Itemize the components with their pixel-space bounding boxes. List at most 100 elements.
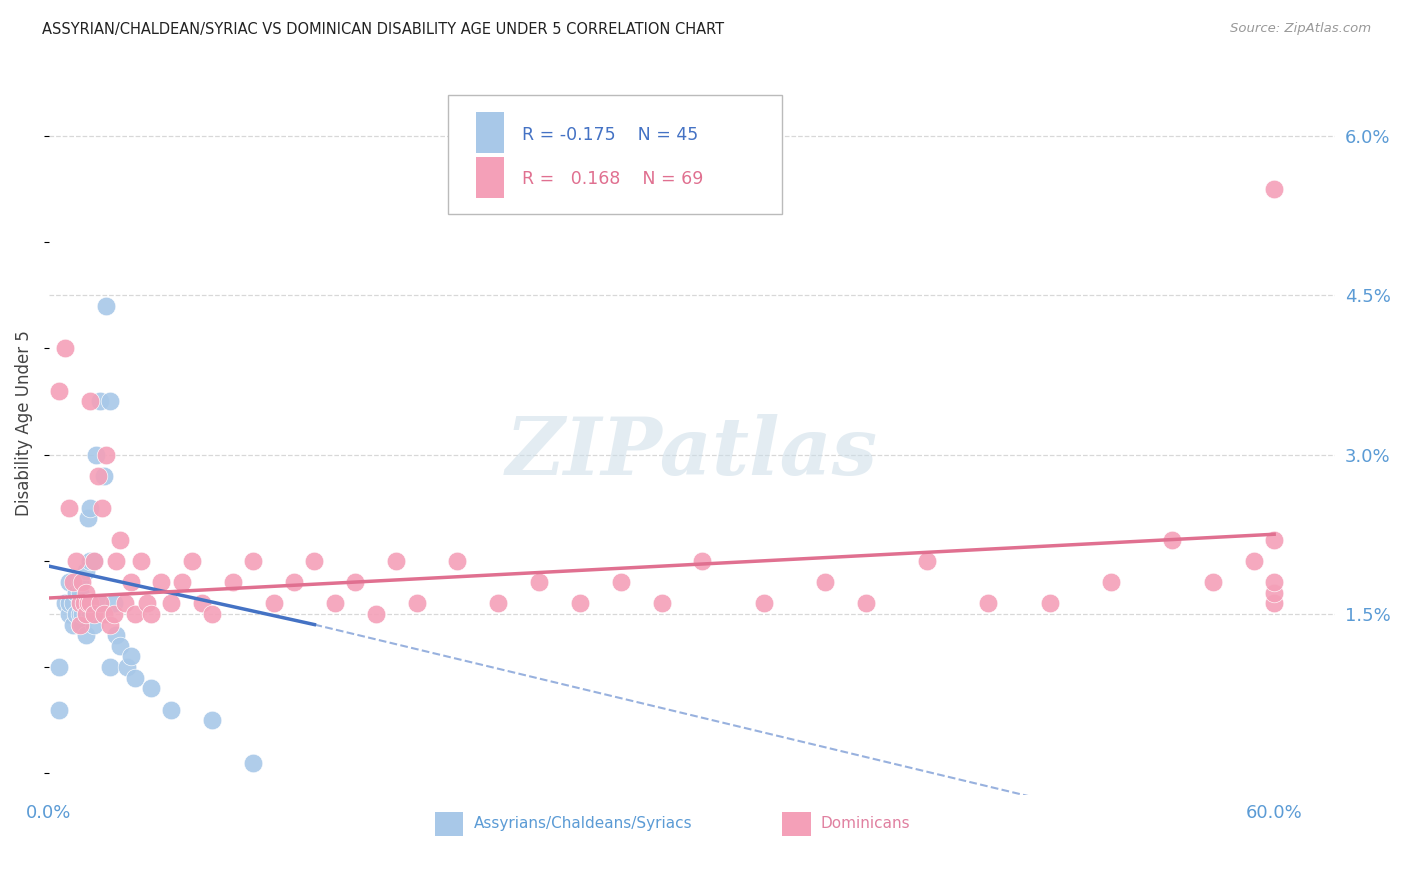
- Point: [855, 596, 877, 610]
- Point: [62, 617, 84, 632]
- Point: [446, 554, 468, 568]
- Point: [83, 554, 105, 568]
- Point: [65, 554, 87, 568]
- Point: [75, 585, 97, 599]
- Point: [160, 596, 183, 610]
- Point: [139, 681, 162, 696]
- FancyBboxPatch shape: [447, 95, 782, 214]
- Point: [180, 554, 202, 568]
- Point: [242, 554, 264, 568]
- Point: [65, 585, 87, 599]
- Point: [263, 596, 285, 610]
- Point: [323, 596, 346, 610]
- Point: [58, 575, 80, 590]
- Point: [48, 384, 70, 398]
- Text: ZIPatlas: ZIPatlas: [506, 414, 879, 491]
- Point: [70, 575, 93, 590]
- Point: [1038, 596, 1060, 610]
- Point: [1161, 533, 1184, 547]
- Point: [79, 500, 101, 515]
- Point: [62, 575, 84, 590]
- Point: [115, 660, 138, 674]
- Point: [609, 575, 631, 590]
- Point: [65, 607, 87, 621]
- Point: [98, 660, 121, 674]
- Point: [87, 468, 110, 483]
- Point: [124, 671, 146, 685]
- Y-axis label: Disability Age Under 5: Disability Age Under 5: [15, 330, 32, 516]
- Point: [48, 703, 70, 717]
- Point: [75, 607, 97, 621]
- Point: [58, 500, 80, 515]
- Text: R =   0.168    N = 69: R = 0.168 N = 69: [523, 170, 704, 188]
- Point: [69, 596, 91, 610]
- Point: [83, 617, 105, 632]
- Text: Assyrians/Chaldeans/Syriacs: Assyrians/Chaldeans/Syriacs: [474, 816, 692, 831]
- Point: [94, 448, 117, 462]
- Point: [91, 500, 114, 515]
- Point: [76, 511, 98, 525]
- FancyBboxPatch shape: [477, 157, 505, 198]
- Point: [1099, 575, 1122, 590]
- Point: [201, 713, 224, 727]
- Point: [486, 596, 509, 610]
- Point: [304, 554, 326, 568]
- Point: [568, 596, 591, 610]
- Point: [1263, 575, 1285, 590]
- Point: [103, 596, 125, 610]
- Text: Dominicans: Dominicans: [821, 816, 911, 831]
- Point: [73, 596, 96, 610]
- Point: [103, 607, 125, 621]
- Point: [527, 575, 550, 590]
- Point: [120, 575, 142, 590]
- Text: Source: ZipAtlas.com: Source: ZipAtlas.com: [1230, 22, 1371, 36]
- Point: [222, 575, 245, 590]
- Point: [114, 596, 136, 610]
- Point: [1263, 533, 1285, 547]
- Point: [76, 596, 98, 610]
- Point: [283, 575, 305, 590]
- Point: [83, 554, 105, 568]
- Point: [89, 394, 111, 409]
- Point: [105, 554, 128, 568]
- Point: [69, 585, 91, 599]
- Point: [814, 575, 837, 590]
- Point: [120, 649, 142, 664]
- Point: [110, 533, 132, 547]
- Point: [93, 468, 115, 483]
- FancyBboxPatch shape: [782, 812, 810, 836]
- Point: [160, 703, 183, 717]
- Point: [48, 660, 70, 674]
- Point: [89, 596, 111, 610]
- FancyBboxPatch shape: [434, 812, 463, 836]
- Point: [83, 607, 105, 621]
- Point: [75, 607, 97, 621]
- Point: [58, 607, 80, 621]
- Point: [79, 596, 101, 610]
- Point: [201, 607, 224, 621]
- Point: [364, 607, 387, 621]
- Point: [98, 617, 121, 632]
- Point: [170, 575, 193, 590]
- Point: [191, 596, 214, 610]
- Text: R = -0.175    N = 45: R = -0.175 N = 45: [523, 126, 699, 144]
- Point: [139, 607, 162, 621]
- Point: [89, 596, 111, 610]
- Point: [110, 639, 132, 653]
- Point: [73, 596, 96, 610]
- Point: [69, 596, 91, 610]
- Point: [136, 596, 159, 610]
- Point: [98, 394, 121, 409]
- Point: [124, 607, 146, 621]
- Point: [1263, 182, 1285, 196]
- Point: [53, 596, 76, 610]
- Text: ASSYRIAN/CHALDEAN/SYRIAC VS DOMINICAN DISABILITY AGE UNDER 5 CORRELATION CHART: ASSYRIAN/CHALDEAN/SYRIAC VS DOMINICAN DI…: [42, 22, 724, 37]
- Point: [75, 565, 97, 579]
- Point: [75, 628, 97, 642]
- Point: [752, 596, 775, 610]
- Point: [79, 554, 101, 568]
- Point: [79, 394, 101, 409]
- Point: [692, 554, 714, 568]
- Point: [69, 607, 91, 621]
- Point: [1263, 596, 1285, 610]
